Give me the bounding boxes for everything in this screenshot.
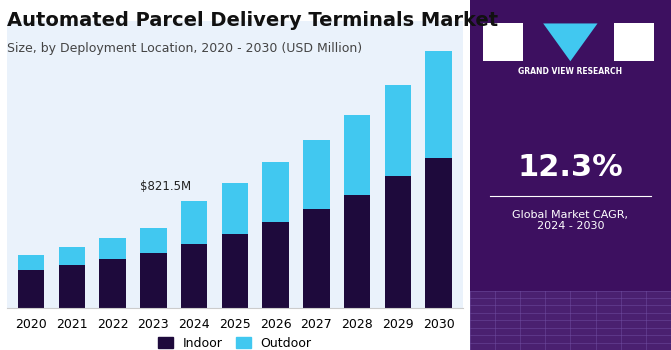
Bar — [221, 183, 248, 234]
Polygon shape — [544, 23, 597, 61]
Bar — [425, 158, 452, 308]
Bar — [18, 254, 44, 270]
Bar — [384, 85, 411, 176]
Text: GRAND VIEW RESEARCH: GRAND VIEW RESEARCH — [518, 68, 623, 76]
FancyBboxPatch shape — [614, 23, 654, 61]
Bar — [58, 247, 85, 265]
Bar — [181, 201, 207, 244]
Bar — [344, 195, 370, 308]
Bar — [262, 222, 289, 308]
Bar — [140, 229, 166, 253]
Bar — [221, 234, 248, 308]
Text: Source:
www.grandviewresearch.com: Source: www.grandviewresearch.com — [486, 310, 619, 329]
Bar — [262, 162, 289, 222]
Bar — [18, 270, 44, 308]
Text: Automated Parcel Delivery Terminals Market: Automated Parcel Delivery Terminals Mark… — [7, 10, 498, 29]
FancyBboxPatch shape — [483, 23, 523, 61]
Legend: Indoor, Outdoor: Indoor, Outdoor — [154, 333, 315, 350]
Bar — [58, 265, 85, 308]
Bar — [344, 115, 370, 195]
Text: $821.5M: $821.5M — [140, 180, 191, 194]
Text: 12.3%: 12.3% — [517, 154, 623, 182]
Bar — [181, 244, 207, 308]
Bar — [99, 259, 126, 308]
Bar — [303, 209, 329, 308]
Bar — [384, 176, 411, 308]
Bar — [140, 253, 166, 308]
Bar — [303, 140, 329, 209]
Bar — [425, 51, 452, 158]
Text: Size, by Deployment Location, 2020 - 2030 (USD Million): Size, by Deployment Location, 2020 - 203… — [7, 42, 362, 55]
Text: Global Market CAGR,
2024 - 2030: Global Market CAGR, 2024 - 2030 — [513, 210, 628, 231]
Bar — [99, 238, 126, 259]
